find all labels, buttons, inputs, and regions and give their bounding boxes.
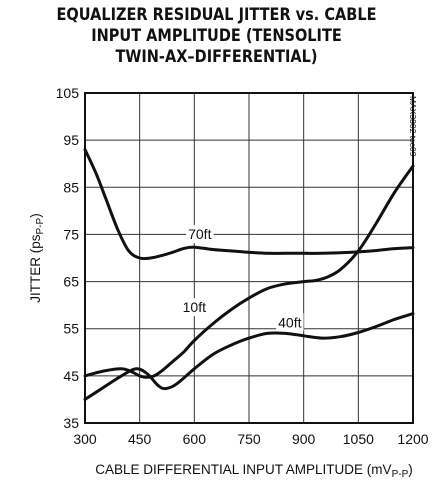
y-axis-label-main: JITTER (ps <box>28 234 43 303</box>
x-tick-label-600: 600 <box>183 431 207 447</box>
series-label-70ft: 70ft <box>188 226 211 242</box>
chart-title-line-2: INPUT AMPLITUDE (TENSOLITE <box>91 26 342 45</box>
x-tick-label-300: 300 <box>73 431 97 447</box>
series-label-40ft: 40ft <box>278 314 301 330</box>
y-axis-label-close: ) <box>28 213 43 218</box>
y-tick-label-85: 85 <box>63 179 79 195</box>
x-tick-label-1050: 1050 <box>343 431 374 447</box>
series-label-bg-40ft <box>276 313 304 332</box>
x-axis-label-main: CABLE DIFFERENTIAL INPUT AMPLITUDE (mV <box>95 462 391 477</box>
x-tick-label-900: 900 <box>292 431 316 447</box>
chart-title: EQUALIZER RESIDUAL JITTER vs. CABLE INPU… <box>26 4 407 67</box>
series-label-10ft: 10ft <box>183 299 206 315</box>
series-line-40ft <box>83 312 415 401</box>
y-tick-label-105: 105 <box>56 85 80 101</box>
x-tick-label-750: 750 <box>237 431 261 447</box>
x-tick-label-1200: 1200 <box>397 431 428 447</box>
y-tick-label-45: 45 <box>63 368 79 384</box>
x-axis-label-close: ) <box>408 462 413 477</box>
y-tick-label-75: 75 <box>63 226 79 242</box>
tick-labels: 300 450 600 750 900 1050 1200 35 45 55 65 75 85 95 105 <box>56 85 429 447</box>
chart-title-line-1: EQUALIZER RESIDUAL JITTER vs. CABLE <box>56 5 377 24</box>
chart-title-line-3: TWIN-AX–DIFFERENTIAL) <box>115 47 318 66</box>
y-axis-label-sub: P-P <box>35 217 46 234</box>
series-label-bg-10ft <box>180 298 209 317</box>
series-line-10ft <box>83 164 415 379</box>
x-axis-label: CABLE DIFFERENTIAL INPUT AMPLITUDE (mVP-… <box>95 462 412 480</box>
series-line-70ft <box>83 148 415 261</box>
y-axis-label: JITTER (psP-P) <box>28 213 46 302</box>
series-layer: 70ft 10ft 40ft <box>83 148 415 401</box>
x-tick-label-450: 450 <box>128 431 152 447</box>
figure-note: MAX3802 toc09 <box>408 96 418 157</box>
series-label-bg-70ft <box>186 225 214 244</box>
plot-frame <box>84 92 414 424</box>
y-tick-label-35: 35 <box>63 415 79 431</box>
x-axis-label-sub: P-P <box>392 469 409 480</box>
y-tick-label-55: 55 <box>63 321 79 337</box>
y-tick-label-95: 95 <box>63 132 79 148</box>
y-tick-label-65: 65 <box>63 274 79 290</box>
